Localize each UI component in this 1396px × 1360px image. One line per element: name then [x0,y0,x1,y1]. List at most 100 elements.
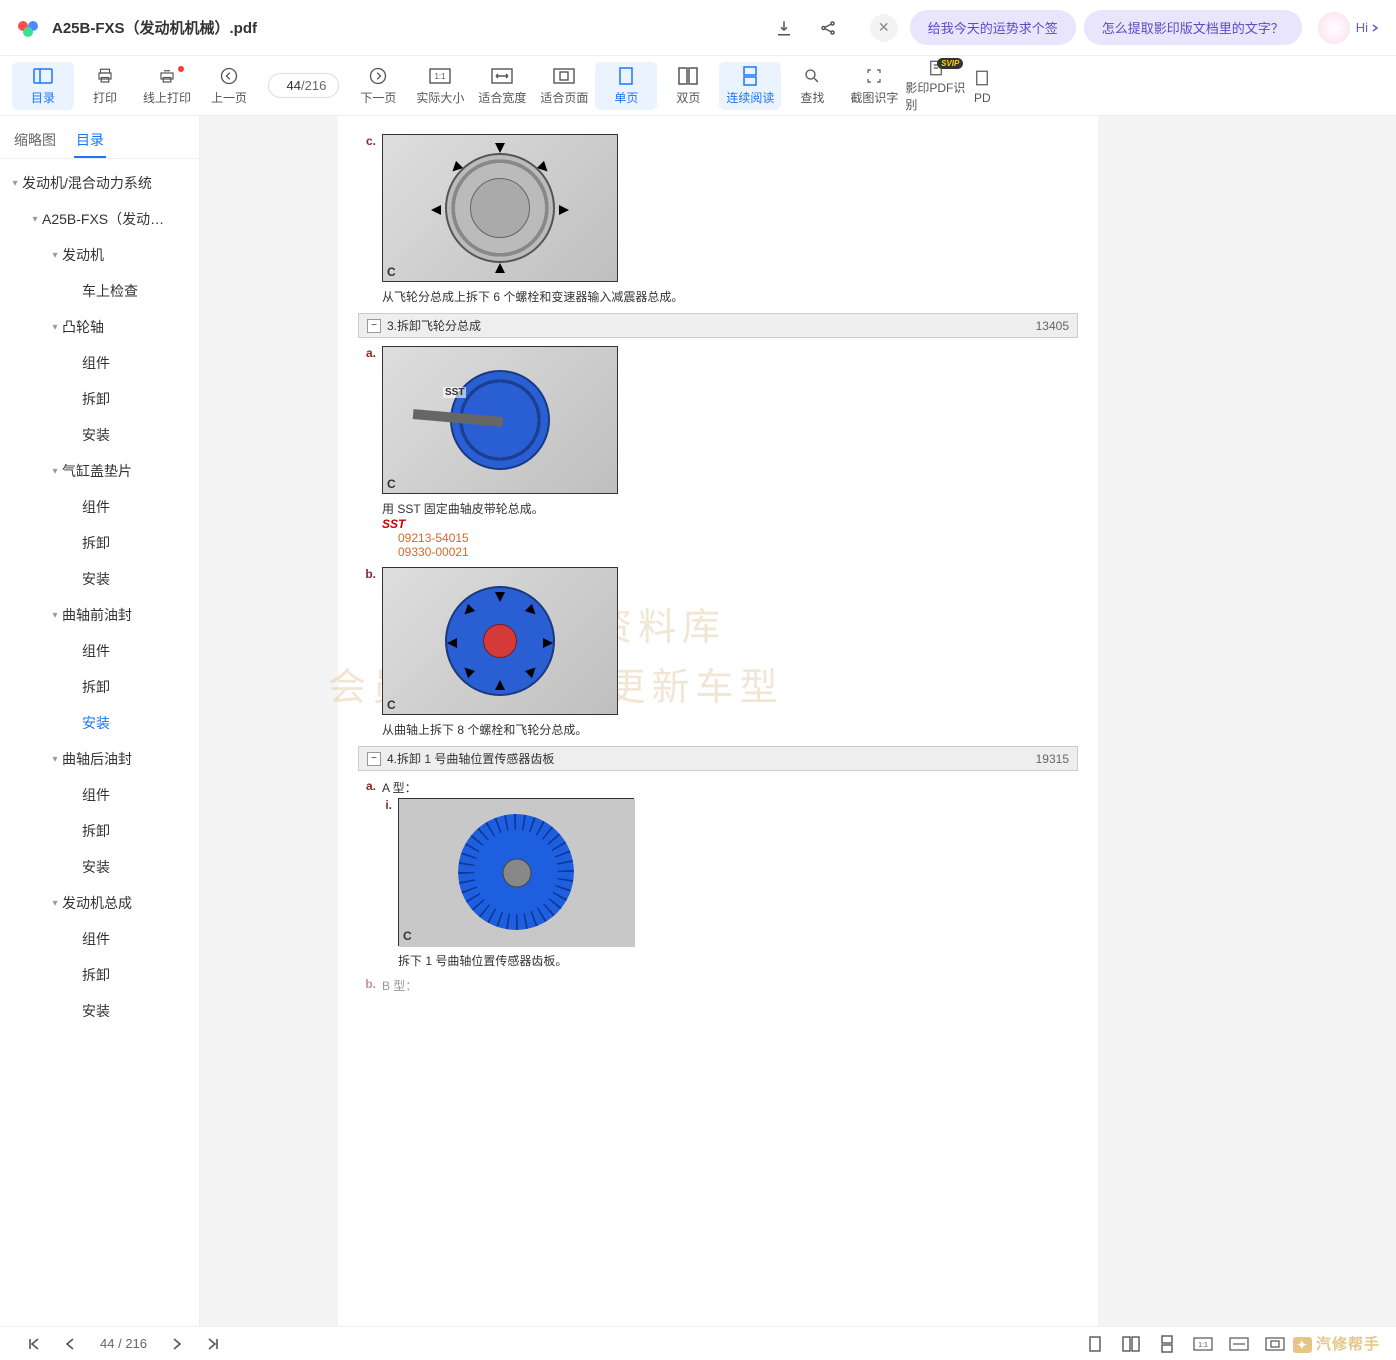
tree-item[interactable]: ▾气缸盖垫片 [0,453,199,489]
double-page-icon [678,65,698,87]
view-double-icon[interactable] [1117,1330,1145,1358]
print-icon [96,65,114,87]
tree-item[interactable]: 安装 [0,993,199,1029]
substep-label: i. [382,798,398,969]
chevron-down-icon: ▾ [48,250,62,261]
suggestion-pill-2[interactable]: 怎么提取影印版文档里的文字？ [1084,10,1302,45]
prev-page-button[interactable] [56,1330,84,1358]
step-label: c. [358,134,382,305]
tree-item[interactable]: ▾发动机总成 [0,885,199,921]
tree-item[interactable]: 拆卸 [0,957,199,993]
tree-item[interactable]: ▾曲轴后油封 [0,741,199,777]
assistant-avatar-icon [1318,12,1350,44]
tab-thumbnail[interactable]: 缩略图 [12,124,58,158]
fit-width-icon [491,65,513,87]
section-header[interactable]: − 3.拆卸飞轮分总成 13405 [358,313,1078,338]
collapse-icon[interactable]: − [367,319,381,333]
tab-toc[interactable]: 目录 [74,124,106,158]
tree-item[interactable]: 车上检查 [0,273,199,309]
document-title: A25B-FXS（发动机机械）.pdf [52,17,257,38]
find-button[interactable]: 查找 [781,62,843,110]
app-logo [16,16,40,40]
caption: 拆下 1 号曲轴位置传感器齿板。 [398,952,634,969]
chevron-down-icon: ▾ [48,610,62,621]
zoom-fitwidth-icon[interactable] [1225,1330,1253,1358]
screenshot-ocr-button[interactable]: 截图识字 [843,62,905,110]
collapse-icon[interactable]: − [367,752,381,766]
tree-item[interactable]: 拆卸 [0,813,199,849]
zoom-fitpage-icon[interactable] [1261,1330,1289,1358]
tree-item[interactable]: ▾曲轴前油封 [0,597,199,633]
next-page-button[interactable]: 下一页 [347,62,409,110]
chevron-down-icon: ▾ [48,322,62,333]
figure-flywheel-damper: C [382,134,618,282]
single-page-icon [619,65,633,87]
tree-item[interactable]: ▾A25B-FXS（发动… [0,201,199,237]
page-number-input[interactable]: 44 / 216 [268,73,339,98]
continuous-read-button[interactable]: 连续阅读 [719,62,781,110]
pdf-viewer[interactable]: 帮手在线资料库 会员 年，每周更新车型 c. [200,116,1396,1326]
scan-pdf-ocr-button[interactable]: SVIP 影印PDF识别 [905,62,967,110]
chevron-down-icon: ▾ [28,214,42,225]
fit-page-icon [553,65,575,87]
sst-number: 09213-54015 [382,531,1078,545]
tree-item[interactable]: 安装 [0,849,199,885]
tree-item[interactable]: 安装 [0,417,199,453]
pdf-more-button[interactable]: PD [967,62,997,110]
chevron-down-icon: ▾ [48,898,62,909]
next-page-button[interactable] [163,1330,191,1358]
tree-item[interactable]: ▾发动机 [0,237,199,273]
tree-item[interactable]: 安装 [0,561,199,597]
caption: 从曲轴上拆下 8 个螺栓和飞轮分总成。 [382,721,1078,738]
online-print-icon [158,65,176,87]
section-header[interactable]: − 4.拆卸 1 号曲轴位置传感器齿板 19315 [358,746,1078,771]
brand-watermark: ✦汽修帮手 [1293,1333,1380,1354]
tree-item[interactable]: ▾凸轮轴 [0,309,199,345]
close-pill-icon[interactable]: ✕ [870,14,898,42]
figure-sst-hold: SST C [382,346,618,494]
toc-icon [33,65,53,87]
share-icon[interactable] [812,12,844,44]
tree-item[interactable]: ▾发动机/混合动力系统 [0,165,199,201]
page-indicator[interactable]: 44 / 216 [100,1336,147,1351]
chevron-down-icon: ▾ [8,178,22,189]
double-page-button[interactable]: 双页 [657,62,719,110]
tree-item-current[interactable]: 安装 [0,705,199,741]
figure-sensor-plate: C [398,798,634,946]
tree-item[interactable]: 拆卸 [0,669,199,705]
tree-item[interactable]: 组件 [0,921,199,957]
prev-page-button[interactable]: 上一页 [198,62,260,110]
online-print-button[interactable]: 线上打印 [136,62,198,110]
tree-item[interactable]: 拆卸 [0,381,199,417]
toc-button[interactable]: 目录 [12,62,74,110]
tree-item[interactable]: 拆卸 [0,525,199,561]
caption: 用 SST 固定曲轴皮带轮总成。 [382,500,1078,517]
view-single-icon[interactable] [1081,1330,1109,1358]
assistant-badge[interactable]: Hi [1318,12,1380,44]
single-page-button[interactable]: 单页 [595,62,657,110]
tree-item[interactable]: 组件 [0,489,199,525]
suggestion-pill-1[interactable]: 给我今天的运势求个签 [910,10,1076,45]
zoom-actual-icon[interactable]: 1:1 [1189,1330,1217,1358]
pdf-page: 帮手在线资料库 会员 年，每周更新车型 c. [338,116,1098,1326]
chevron-down-icon: ▾ [48,466,62,477]
chevron-right-circle-icon [368,65,388,87]
svg-text:1:1: 1:1 [1198,1342,1208,1349]
last-page-button[interactable] [199,1330,227,1358]
tree-item[interactable]: 组件 [0,345,199,381]
search-icon [803,65,821,87]
step-label: b. [358,567,382,738]
fit-width-button[interactable]: 适合宽度 [471,62,533,110]
fit-page-button[interactable]: 适合页面 [533,62,595,110]
figure-flywheel-remove: C [382,567,618,715]
step-label: a. [358,346,382,559]
first-page-button[interactable] [20,1330,48,1358]
tree-item[interactable]: 组件 [0,777,199,813]
chevron-down-icon: ▾ [48,754,62,765]
view-continuous-icon[interactable] [1153,1330,1181,1358]
actual-size-button[interactable]: 1:1 实际大小 [409,62,471,110]
download-icon[interactable] [768,12,800,44]
tree-item[interactable]: 组件 [0,633,199,669]
print-button[interactable]: 打印 [74,62,136,110]
toc-tree[interactable]: ▾发动机/混合动力系统 ▾A25B-FXS（发动… ▾发动机 车上检查 ▾凸轮轴… [0,159,199,1326]
